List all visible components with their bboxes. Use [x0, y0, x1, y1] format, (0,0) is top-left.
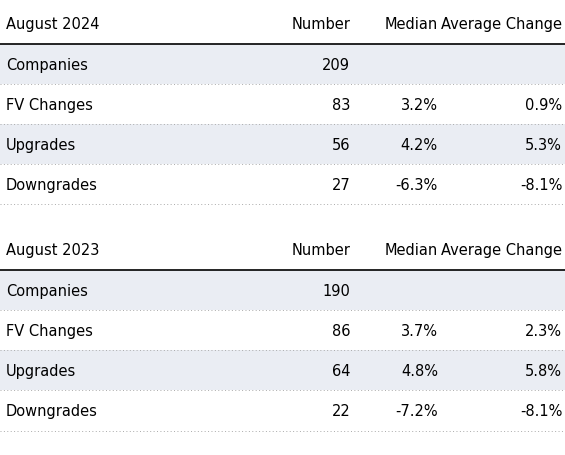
Text: August 2023: August 2023 — [6, 243, 99, 258]
Text: 4.2%: 4.2% — [401, 137, 438, 152]
Bar — [0, 350, 565, 390]
Text: 56: 56 — [332, 137, 350, 152]
Text: Downgrades: Downgrades — [6, 177, 98, 192]
Text: 0.9%: 0.9% — [525, 97, 562, 112]
Bar — [0, 310, 565, 350]
Text: 4.8%: 4.8% — [401, 363, 438, 378]
Text: 64: 64 — [332, 363, 350, 378]
Text: 2.3%: 2.3% — [525, 323, 562, 338]
Text: Number: Number — [292, 17, 350, 32]
Text: 22: 22 — [332, 403, 350, 418]
Text: FV Changes: FV Changes — [6, 97, 93, 112]
Text: August 2024: August 2024 — [6, 17, 99, 32]
Text: Median: Median — [385, 243, 438, 258]
Bar — [0, 45, 565, 85]
Bar — [0, 125, 565, 165]
Text: FV Changes: FV Changes — [6, 323, 93, 338]
Text: Upgrades: Upgrades — [6, 137, 76, 152]
Bar — [0, 85, 565, 125]
Text: Median: Median — [385, 17, 438, 32]
Text: -6.3%: -6.3% — [396, 177, 438, 192]
Text: 27: 27 — [332, 177, 350, 192]
Text: Number: Number — [292, 243, 350, 258]
Bar — [0, 270, 565, 310]
Text: Upgrades: Upgrades — [6, 363, 76, 378]
Text: Companies: Companies — [6, 283, 88, 298]
Text: Downgrades: Downgrades — [6, 403, 98, 418]
Text: 83: 83 — [332, 97, 350, 112]
Text: -8.1%: -8.1% — [520, 177, 562, 192]
Text: 86: 86 — [332, 323, 350, 338]
Text: 3.7%: 3.7% — [401, 323, 438, 338]
Bar — [0, 165, 565, 205]
Text: 3.2%: 3.2% — [401, 97, 438, 112]
Text: -8.1%: -8.1% — [520, 403, 562, 418]
Text: Average Change: Average Change — [441, 243, 562, 258]
Bar — [0, 390, 565, 430]
Text: 190: 190 — [323, 283, 350, 298]
Text: 5.3%: 5.3% — [525, 137, 562, 152]
Text: 209: 209 — [322, 57, 350, 72]
Text: -7.2%: -7.2% — [396, 403, 438, 418]
Text: Average Change: Average Change — [441, 17, 562, 32]
Text: Companies: Companies — [6, 57, 88, 72]
Text: 5.8%: 5.8% — [525, 363, 562, 378]
